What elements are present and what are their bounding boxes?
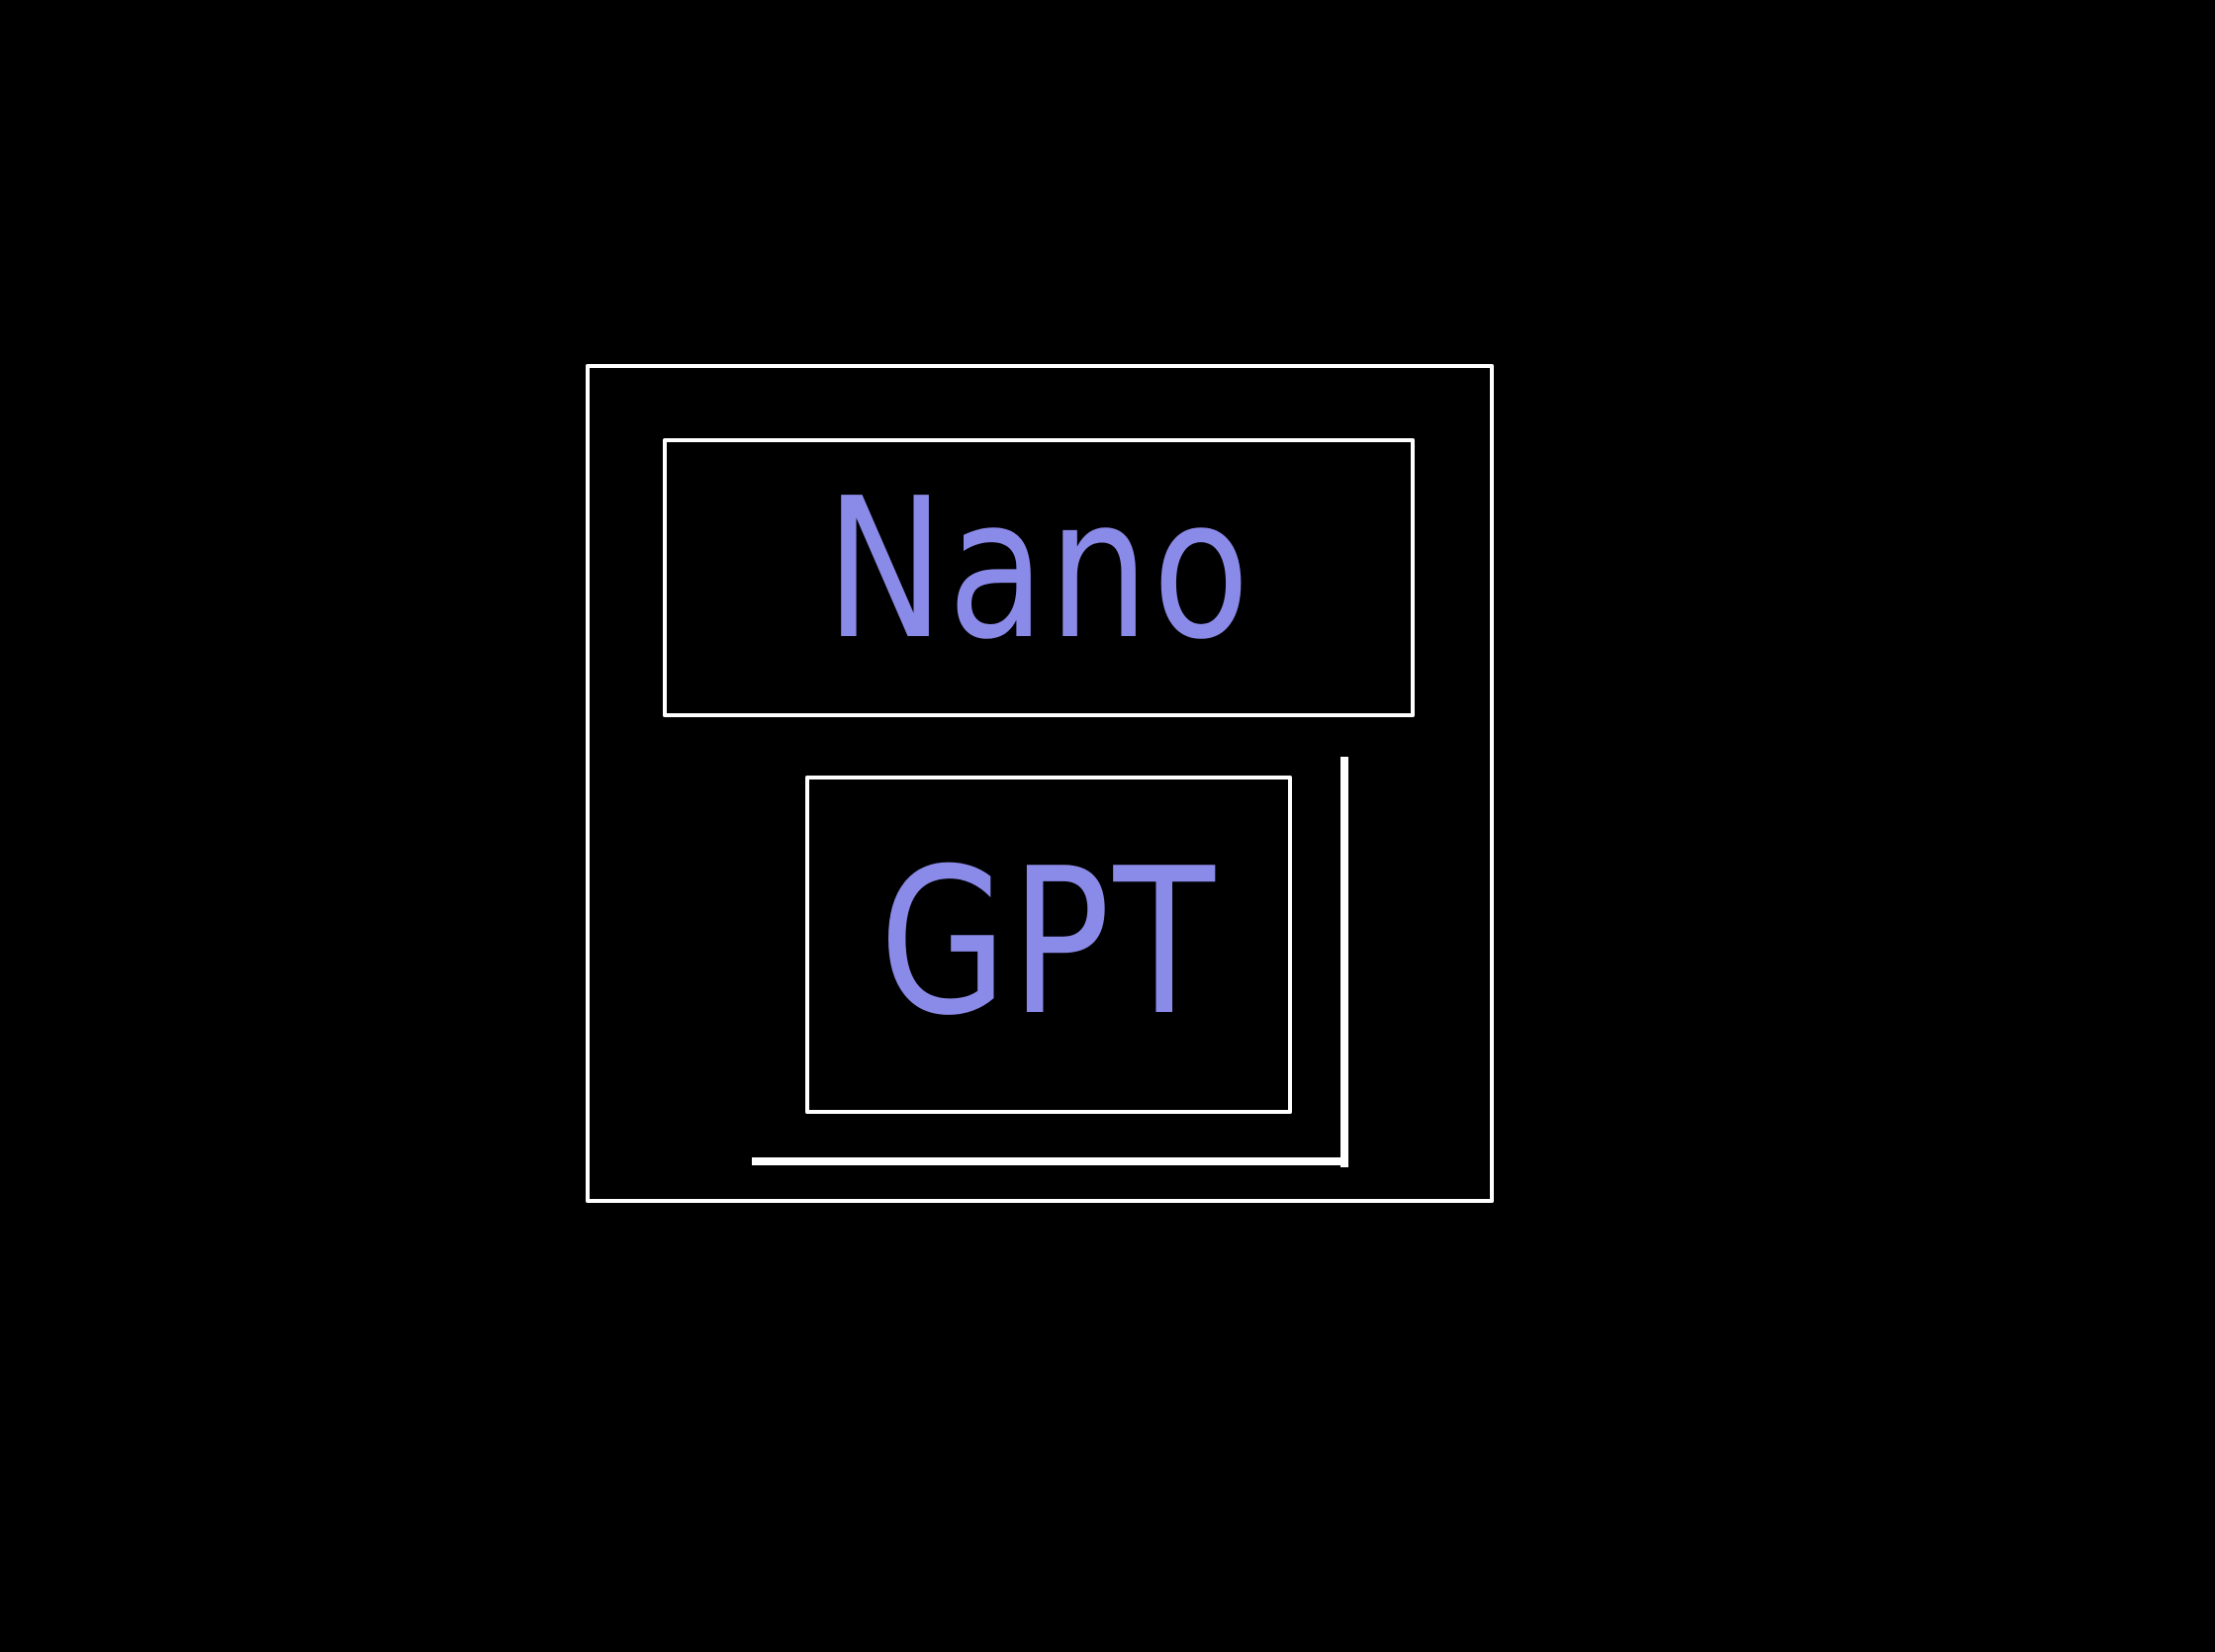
- gpt-shadow-corner-right: [1340, 757, 1348, 1167]
- gpt-shadow-corner-bottom: [752, 1157, 1348, 1165]
- logo-word-gpt: GPT: [878, 826, 1219, 1060]
- nano-box: Nano: [663, 438, 1415, 717]
- gpt-box: GPT: [805, 776, 1292, 1114]
- logo-word-nano: Nano: [824, 457, 1253, 683]
- logo-outer-frame: [586, 364, 1494, 1203]
